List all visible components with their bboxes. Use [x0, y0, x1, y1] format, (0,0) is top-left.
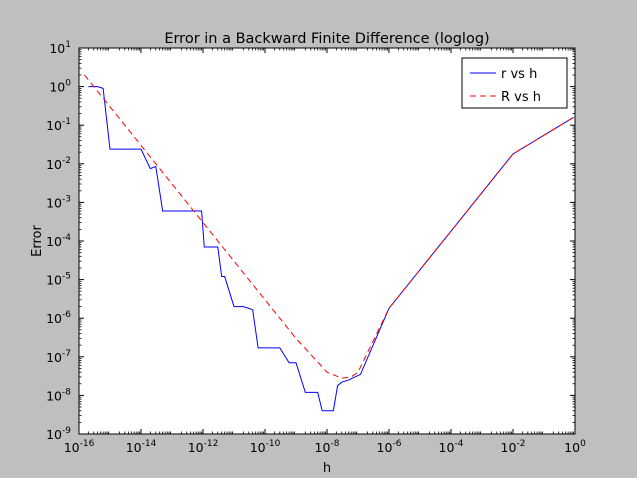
y-tick-label: 10-8: [46, 387, 71, 403]
x-tick-label: 10-16: [64, 439, 95, 455]
y-tick-label: 10-5: [46, 272, 71, 288]
x-tick-label: 10-6: [377, 439, 402, 455]
series-lines: [84, 74, 574, 412]
x-tick-label: 100: [564, 439, 586, 455]
legend-label-r-vs-h: r vs h: [501, 67, 537, 82]
x-tick-label: 10-12: [188, 439, 219, 455]
y-tick-label: 101: [49, 40, 71, 56]
x-axis-label: h: [323, 461, 331, 476]
y-axis-label: Error: [30, 225, 45, 257]
y-tick-label: 10-6: [46, 310, 71, 326]
legend-label-big-r-vs-h: R vs h: [501, 90, 541, 105]
legend-box: [461, 57, 568, 109]
y-tick-label: 10-1: [46, 117, 71, 133]
y-tick-label: 10-7: [46, 349, 71, 365]
series-line-0: [88, 86, 574, 412]
x-tick-label: 10-14: [126, 439, 157, 455]
x-tick-label: 10-10: [250, 439, 281, 455]
y-tick-label: 10-2: [46, 156, 71, 172]
x-tick-label: 10-8: [315, 439, 340, 455]
axes-background: [78, 47, 576, 435]
chart-title: Error in a Backward Finite Difference (l…: [164, 31, 489, 47]
x-tick-label: 10-4: [439, 439, 464, 455]
x-tick-label: 10-2: [501, 439, 526, 455]
axis-ticks: 10-16 10-14 10-12 10-10 10-8 10-6 10-4 10-2 100 1…: [46, 40, 586, 455]
legend: r vs h R vs h: [461, 57, 568, 109]
y-tick-label: 10-3: [46, 194, 71, 210]
y-tick-label: 100: [49, 79, 71, 95]
series-line-1: [84, 74, 574, 379]
y-tick-label: 10-4: [46, 233, 71, 249]
